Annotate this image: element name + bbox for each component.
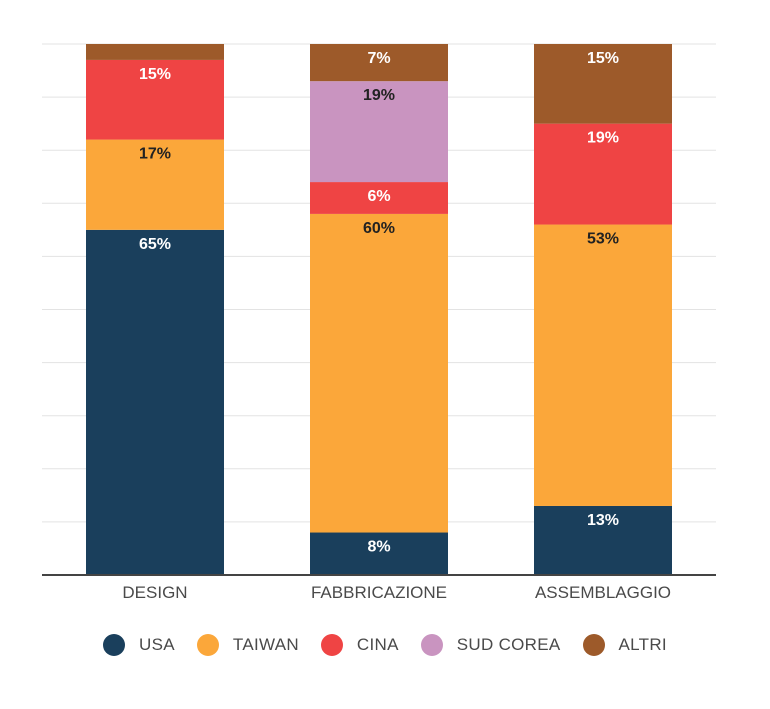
- bar-segment-usa: [534, 505, 672, 575]
- bar-segment-sud-corea: [310, 81, 448, 183]
- legend-swatch: [420, 634, 443, 656]
- x-tick-label: DESIGN: [122, 583, 187, 602]
- data-label: 17%: [139, 146, 171, 163]
- legend-item: CINA: [320, 634, 399, 656]
- legend-item: SUD COREA: [420, 634, 561, 656]
- legend-label: CINA: [356, 635, 399, 654]
- x-tick-label: ASSEMBLAGGIO: [535, 583, 671, 602]
- data-label: 8%: [367, 539, 390, 556]
- legend-label: SUD COREA: [456, 635, 561, 654]
- data-label: 7%: [367, 50, 390, 67]
- legend-swatch: [103, 634, 126, 656]
- bar-segment-cina: [310, 182, 448, 214]
- legend-item: TAIWAN: [196, 634, 299, 656]
- bar-segment-usa: [310, 532, 448, 575]
- bar-segment-taiwan: [86, 139, 224, 230]
- bar-segment-taiwan: [534, 224, 672, 506]
- data-label: 65%: [139, 236, 171, 253]
- bar-segment-altri: [534, 44, 672, 124]
- legend: USA TAIWAN CINA SUD COREA ALTRI: [0, 634, 770, 656]
- legend-swatch: [320, 634, 343, 656]
- data-label: 13%: [587, 512, 619, 529]
- data-label: 60%: [363, 220, 395, 237]
- data-label: 19%: [363, 87, 395, 104]
- data-label: 6%: [367, 188, 390, 205]
- bar-segment-altri: [86, 44, 224, 60]
- data-label: 15%: [139, 66, 171, 83]
- bar-segment-cina: [534, 123, 672, 225]
- legend-label: TAIWAN: [232, 635, 299, 654]
- legend-item: USA: [103, 634, 175, 656]
- legend-label: USA: [139, 635, 175, 654]
- legend-swatch: [582, 634, 605, 656]
- data-label: 53%: [587, 231, 619, 248]
- x-tick-label: FABBRICAZIONE: [311, 583, 447, 602]
- bar-segment-usa: [86, 229, 224, 575]
- legend-item: ALTRI: [582, 634, 667, 656]
- data-label: 15%: [587, 50, 619, 67]
- bar-segment-altri: [310, 44, 448, 82]
- bar-segment-taiwan: [310, 213, 448, 533]
- legend-swatch: [196, 634, 219, 656]
- stacked-bar-chart: 65% 17% 15% DESIGN 8% 60% 6% 19% 7% FABBRICAZIONE…: [42, 43, 716, 602]
- bar-segment-cina: [86, 59, 224, 140]
- data-label: 19%: [587, 130, 619, 147]
- legend-label: ALTRI: [618, 635, 667, 654]
